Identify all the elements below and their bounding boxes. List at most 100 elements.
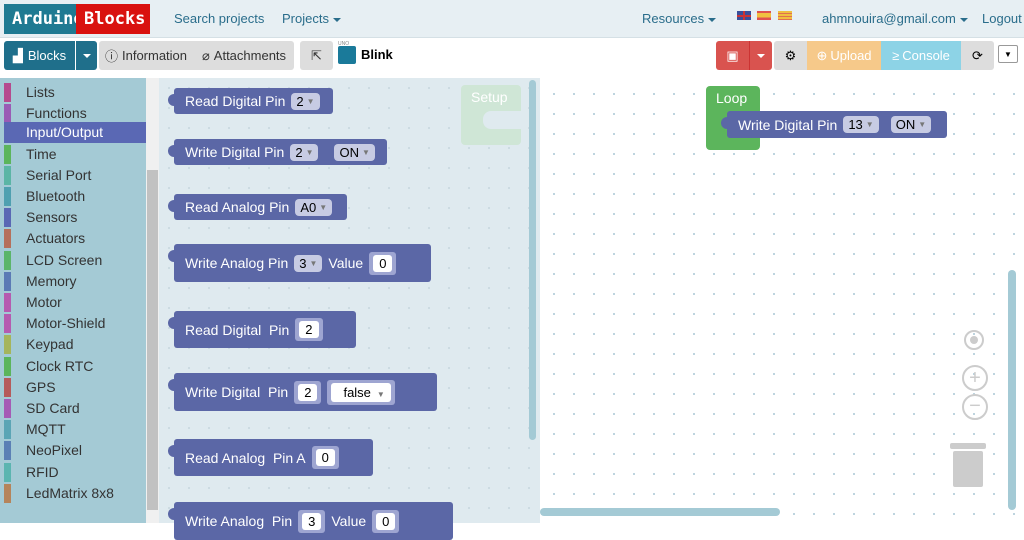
save-dropdown-button[interactable] [749, 41, 772, 70]
dropdown-field[interactable]: false ▼ [331, 382, 391, 402]
save-button[interactable]: ▣ [716, 41, 749, 70]
resources-menu[interactable]: Resources [642, 11, 717, 26]
sidebar-item[interactable]: Lists [4, 82, 146, 103]
flag-ca-icon[interactable] [778, 11, 792, 20]
zoom-in-icon[interactable]: + [962, 365, 988, 391]
refresh-button[interactable]: ⟳ [961, 41, 994, 70]
sidebar-item[interactable]: NeoPixel [4, 440, 146, 461]
category-color-swatch [4, 462, 11, 482]
state-socket[interactable]: false ▼ [327, 379, 395, 405]
workspace-vertical-scrollbar[interactable] [1008, 270, 1016, 510]
sidebar-item[interactable]: LCD Screen [4, 250, 146, 271]
logout-link[interactable]: Logout [982, 11, 1022, 26]
dropdown-field[interactable]: 2 ▼ [291, 92, 320, 110]
refresh-icon: ⟳ [972, 47, 983, 63]
navbar: Arduino Blocks Search projects Projects R… [0, 0, 1024, 38]
dropdown-field[interactable]: 2 ▼ [290, 143, 319, 161]
workspace[interactable]: Loop Write Digital Pin 13 ▼ ON ▼ + − [540, 78, 1024, 523]
flyout-block-read-digital-pin[interactable]: Read Digital Pin 2 [168, 311, 356, 348]
dropdown-icon: ▼ [918, 120, 927, 129]
value-input-socket[interactable]: 2 [294, 380, 322, 404]
user-menu[interactable]: ahmnouira@gmail.com [822, 11, 968, 26]
sidebar-item[interactable]: GPS [4, 377, 146, 398]
flag-en-icon[interactable] [737, 11, 751, 20]
gear-icon: ⚙ [784, 47, 797, 63]
sidebar-item[interactable]: RFID [4, 462, 146, 483]
arduino-board-icon: UNO [338, 41, 356, 64]
zoom-out-icon[interactable]: − [962, 394, 988, 420]
logo[interactable]: Arduino Blocks [4, 4, 150, 34]
sidebar-item[interactable]: Motor [4, 292, 146, 313]
flyout-block-read-analog-pin[interactable]: Read Analog Pin A0 ▼ [168, 194, 347, 220]
category-color-swatch [4, 250, 11, 270]
dropdown-field[interactable]: A0 ▼ [295, 198, 333, 216]
sidebar-item[interactable]: Motor-Shield [4, 313, 146, 334]
info-icon: ⓘ [104, 49, 118, 64]
sidebar-item[interactable]: Memory [4, 271, 146, 292]
sidebar-item[interactable]: Actuators [4, 228, 146, 249]
value-input-socket[interactable]: 0 [311, 446, 339, 469]
category-color-swatch [4, 271, 11, 291]
upload-button[interactable]: ⊕ Upload [807, 41, 881, 70]
sidebar-item-label: SD Card [26, 400, 80, 416]
category-color-swatch [4, 314, 11, 334]
flag-es-icon[interactable] [757, 11, 771, 20]
flyout-block-write-analog-pin[interactable]: Write Analog Pin 3 ▼ Value 0 [168, 244, 431, 282]
sidebar-item[interactable]: Serial Port [4, 165, 146, 186]
share-button[interactable]: ⇱ [300, 41, 333, 70]
value-input-socket[interactable]: 3 [298, 509, 326, 533]
sidebar-item-label: GPS [26, 378, 56, 395]
dropdown-icon: ▼ [319, 202, 328, 212]
pin-dropdown[interactable]: 13 ▼ [843, 116, 879, 133]
flyout-block-write-digital-pin[interactable]: Write Digital Pin 2 false ▼ [168, 373, 437, 411]
write-digital-pin-block[interactable]: Write Digital Pin 13 ▼ ON ▼ [721, 111, 947, 138]
search-projects-link[interactable]: Search projects [174, 11, 265, 26]
sidebar-item[interactable]: Bluetooth [4, 186, 146, 207]
category-color-swatch [4, 123, 11, 143]
sidebar-item[interactable]: Time [4, 144, 146, 165]
category-color-swatch [4, 420, 11, 440]
workspace-horizontal-scrollbar[interactable] [540, 508, 780, 516]
settings-button[interactable]: ⚙ [774, 41, 807, 70]
category-color-swatch [4, 441, 11, 461]
sidebar-item-label: Sensors [26, 209, 78, 226]
value-input-socket[interactable]: 0 [372, 509, 400, 533]
trash-icon[interactable] [953, 451, 983, 487]
board-select[interactable]: ▼ [998, 45, 1018, 63]
dropdown-icon: ▼ [305, 147, 314, 157]
value-input-socket[interactable]: 0 [369, 251, 397, 275]
sidebar-item[interactable]: MQTT [4, 419, 146, 440]
sidebar-item[interactable]: Keypad [4, 334, 146, 355]
flyout-block-write-analog-pin[interactable]: Write Analog Pin 3 Value 0 [168, 502, 453, 540]
category-color-swatch [4, 293, 11, 312]
projects-menu[interactable]: Projects [282, 11, 341, 26]
sidebar-item[interactable]: LedMatrix 8x8 [4, 483, 146, 504]
information-tab[interactable]: ⓘ Information [104, 48, 188, 64]
state-dropdown[interactable]: ON ▼ [890, 116, 932, 133]
flyout-scrollbar[interactable] [529, 80, 536, 440]
sidebar-item[interactable]: Sensors [4, 207, 146, 228]
value-input-socket[interactable]: 2 [295, 318, 323, 341]
dropdown-icon: ▼ [309, 258, 318, 268]
share-icon: ⇱ [311, 47, 322, 63]
dropdown-field[interactable]: ON ▼ [334, 143, 375, 161]
attachments-tab[interactable]: ⌀ Attachments [201, 47, 287, 64]
sidebar-item-label: Serial Port [26, 166, 92, 183]
flyout-block-write-digital-pin[interactable]: Write Digital Pin 2 ▼ ON ▼ [168, 139, 387, 165]
sidebar-item[interactable]: Clock RTC [4, 356, 146, 377]
recenter-icon[interactable] [964, 330, 984, 350]
sidebar-item[interactable]: Functions [4, 103, 146, 124]
blocks-dropdown-button[interactable] [76, 41, 97, 70]
dropdown-field[interactable]: 3 ▼ [294, 254, 323, 272]
sidebar-item-label: Bluetooth [26, 188, 86, 204]
console-button[interactable]: ≥ Console [881, 41, 961, 70]
sidebar-item[interactable]: Input/Output [4, 122, 146, 144]
category-color-swatch [4, 144, 11, 164]
flyout-block-read-digital-pin[interactable]: Read Digital Pin 2 ▼ [168, 88, 333, 114]
project-name: Blink [361, 47, 393, 62]
trash-lid-icon [950, 443, 986, 449]
toolbox-scrollbar[interactable] [146, 78, 159, 523]
sidebar-item[interactable]: SD Card [4, 398, 146, 419]
blocks-button[interactable]: ▟ Blocks [4, 41, 75, 70]
